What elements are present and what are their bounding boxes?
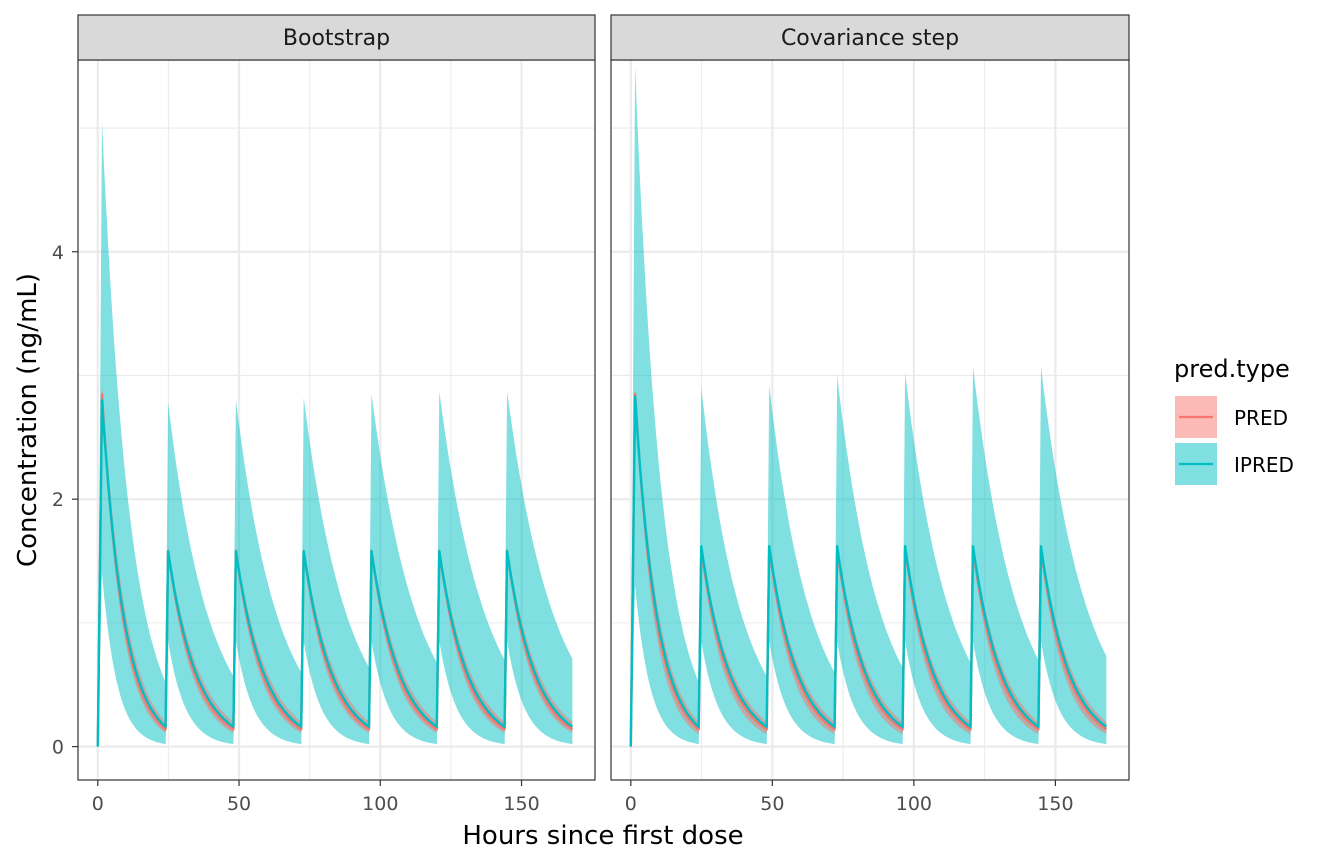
x-tick-label: 100 [896,793,932,815]
ribbon-pred [97,385,573,747]
x-axis-ticks: 0 50 100 150 [625,780,1074,815]
x-axis-ticks: 0 50 100 150 [92,780,540,815]
legend: pred.type PRED IPRED [1174,355,1294,485]
x-axis-title: Hours since first dose [462,821,743,851]
y-axis-title: Concentration (ng/mL) [13,273,43,567]
y-tick-label: 4 [52,242,64,264]
facet-strip-label: Covariance step [781,26,959,51]
facet-strip-label: Bootstrap [283,26,390,51]
x-tick-label: 150 [1037,793,1073,815]
facet-strip [77,14,596,61]
legend-label-pred: PRED [1234,406,1288,430]
y-axis-ticks: 0 2 4 [52,242,78,759]
panel-marks [629,66,1108,747]
y-tick-label: 2 [52,489,64,511]
y-tick-label: 0 [52,737,64,759]
ribbon-ipred [97,121,573,747]
ribbon-pred [630,387,1107,747]
x-tick-label: 0 [92,793,104,815]
legend-title: pred.type [1174,355,1290,383]
legend-label-ipred: IPRED [1234,453,1294,477]
median-line-ipred [96,399,574,747]
median-line-ipred [629,395,1108,747]
legend-entry-ipred: IPRED [1175,443,1294,485]
legend-entry-pred: PRED [1175,396,1288,438]
panel-covariance-step: Covariance step 0 50 100 150 [610,14,1130,815]
x-tick-label: 0 [625,793,637,815]
ribbon-ipred [630,66,1107,747]
panel-bootstrap: Bootstrap 0 50 100 150 [77,14,596,815]
panel-marks [96,121,574,747]
x-tick-label: 50 [760,793,784,815]
facet-strip [610,14,1130,61]
x-tick-label: 100 [362,793,398,815]
x-tick-label: 150 [503,793,539,815]
x-tick-label: 50 [227,793,251,815]
